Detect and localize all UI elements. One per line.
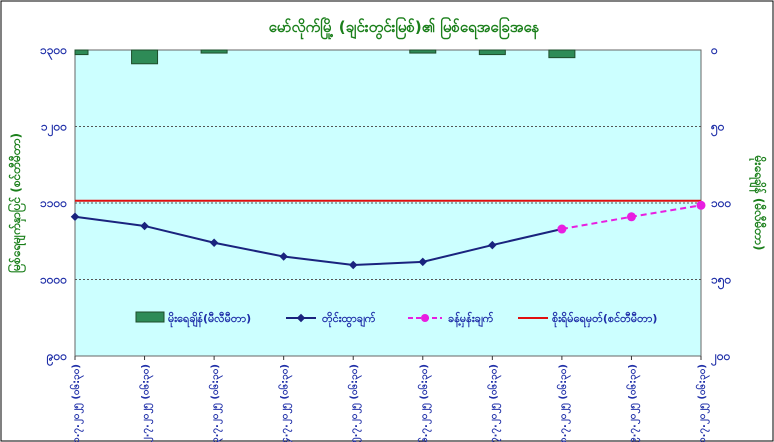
x-tick-label: ၈.၇.၂၀၂၅ (၀၆:၃၀) [556, 364, 572, 442]
right-tick-label: ၀ [710, 43, 718, 57]
x-axis-ticks: ၁.၇.၂၀၂၅ (၀၆:၃၀) ၂.၇.၂၀၂၅ (၀၆:၃၀) ၃.၇.၂၀၂၅… [69, 356, 711, 442]
left-tick-label: ၁၂၀၀ [41, 120, 67, 138]
rain-bar [74, 49, 89, 56]
rain-bar [200, 49, 228, 54]
rain-bar [548, 49, 576, 59]
forecast-series [557, 200, 706, 234]
x-tick-label: ၃.၇.၂၀၂၅ (၀၆:၃၀) [208, 364, 224, 442]
left-tick-label: ၁၀၀၀ [40, 273, 67, 287]
legend: မိုးရေချိန်(မီလီမီတာ) တိုင်းထွာချက် ခန့်မှ… [135, 311, 657, 328]
x-tick-label: ၆.၇.၂၀၂၅ (၀၆:၃၀) [417, 364, 433, 442]
measured-point [488, 240, 497, 250]
rain-bar [131, 49, 159, 65]
x-tick-label: ၁၀.၇.၂၀၂၅ (၀၆:၃၀) [695, 364, 711, 442]
measured-point [70, 212, 80, 222]
right-tick-label: ၂၀၀ [710, 349, 731, 367]
x-tick-label: ၇.၇.၂၀၂၅ (၀၆:၃၀) [486, 364, 502, 442]
rain-bar [409, 49, 437, 54]
rain-bar [478, 49, 506, 56]
left-tick-label: ၁၁၀၀ [40, 196, 67, 210]
measured-point [348, 260, 358, 270]
x-tick-label: ၄.၇.၂၀၂၅ (၀၆:၃၀) [278, 364, 294, 442]
legend-swatch-rain [135, 311, 165, 323]
left-tick-label: ၁၃၀၀ [40, 43, 67, 61]
measured-point [140, 221, 149, 231]
legend-label-forecast: ခန့်မှန်းချက် [448, 311, 494, 328]
measured-point [418, 257, 428, 267]
legend-label-measured: တိုင်းထွာချက် [322, 311, 376, 328]
forecast-point [626, 212, 636, 222]
x-tick-label: ၁.၇.၂၀၂၅ (၀၆:၃၀) [69, 364, 85, 442]
x-tick-label: ၂.၇.၂၀၂၅ (၀၆:၃၀) [139, 364, 155, 442]
measured-point [209, 238, 219, 248]
left-tick-label: ၉၀၀ [46, 349, 68, 367]
x-tick-label: ၅.၇.၂၀၂၅ (၀၆:၃၀) [347, 364, 363, 442]
legend-label-rain: မိုးရေချိန်(မီလီမီတာ) [168, 311, 251, 328]
rain-bars [74, 49, 576, 65]
legend-marker-forecast [421, 314, 429, 322]
right-tick-label: ၅၀ [710, 120, 725, 138]
right-tick-label: ၁၀၀ [711, 196, 732, 210]
right-axis-label: မိုးရေချိန် (မီလီမီတာ) [748, 155, 768, 251]
x-tick-label: ၉.၇.၂၀၂၅ (၀၆:၃၀) [625, 364, 641, 442]
left-axis-label: မြစ်ရေမျက်နှာပြင် (စင်တီမီတာ) [6, 133, 27, 273]
forecast-point [557, 224, 567, 234]
legend-marker-measured [296, 313, 306, 323]
gridlines [75, 126, 701, 280]
forecast-point [696, 200, 706, 210]
measured-line [74, 215, 563, 266]
legend-label-warning: စိုးရိမ်ရေမှတ်(စင်တီမီတာ) [552, 311, 657, 328]
right-tick-label: ၁၅၀ [711, 273, 732, 291]
